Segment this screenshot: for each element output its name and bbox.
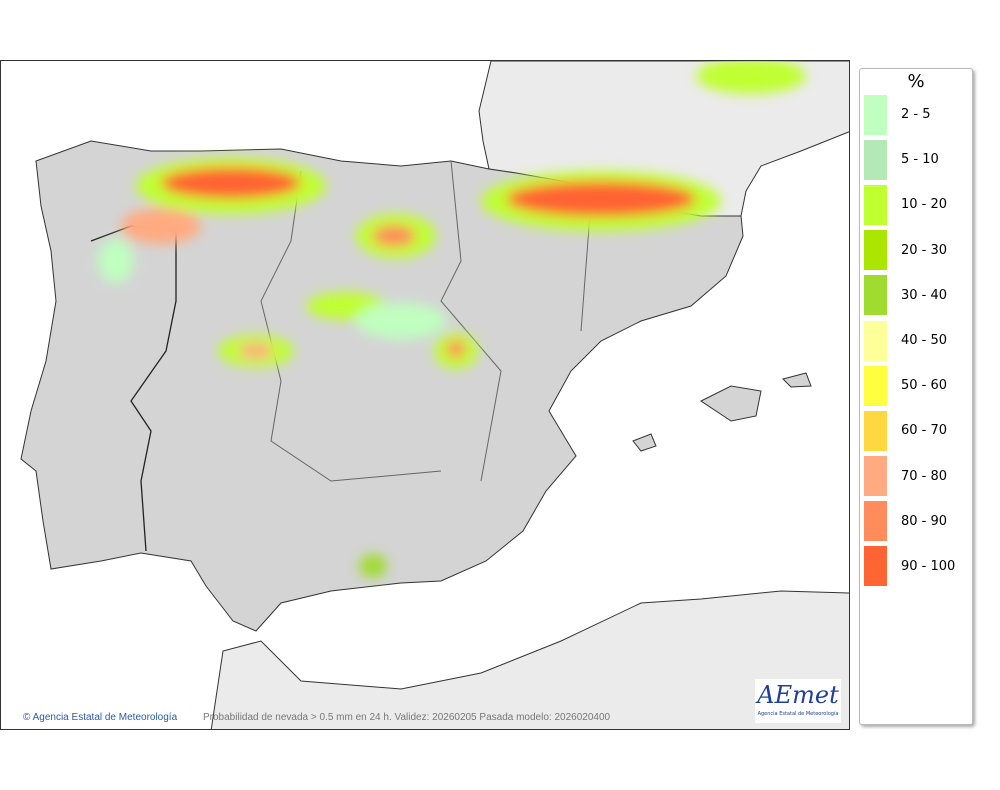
legend-item: 2 - 5 [860, 92, 972, 137]
legend-swatch [864, 501, 887, 542]
snow-probability-map[interactable]: © Agencia Estatal de Meteorología Probab… [0, 60, 850, 730]
legend-label: 80 - 90 [901, 513, 948, 529]
legend-item: 70 - 80 [860, 454, 972, 499]
legend-items: 2 - 5 5 - 10 10 - 20 20 - 30 30 - 40 40 - 50 5… [860, 92, 972, 589]
legend-label: 60 - 70 [901, 423, 948, 439]
legend-swatch [864, 139, 887, 180]
legend-item: 80 - 90 [860, 499, 972, 544]
legend-label: 90 - 100 [901, 558, 956, 574]
legend: % 2 - 5 5 - 10 10 - 20 20 - 30 30 - 40 40 - 5… [859, 68, 973, 725]
legend-item: 60 - 70 [860, 408, 972, 453]
menorca [782, 372, 812, 388]
legend-label: 10 - 20 [901, 197, 948, 213]
legend-swatch [864, 546, 887, 587]
credit-text: Agencia Estatal de Meteorología [32, 712, 178, 723]
logo-subtext: Agencia Estatal de Meteorología [757, 711, 839, 717]
map-canvas [20, 61, 849, 729]
legend-swatch [864, 410, 887, 451]
legend-label: 70 - 80 [901, 468, 948, 484]
legend-label: 50 - 60 [901, 378, 948, 394]
map-caption: Probabilidad de nevada > 0.5 mm en 24 h.… [203, 712, 611, 723]
africa [210, 590, 849, 729]
snow-probability-areas [98, 61, 806, 578]
legend-swatch [864, 275, 887, 316]
mallorca [700, 385, 762, 422]
legend-label: 2 - 5 [901, 107, 931, 123]
legend-swatch [864, 94, 887, 135]
ibiza [632, 433, 657, 452]
iberian-peninsula [20, 140, 744, 632]
legend-item: 20 - 30 [860, 228, 972, 273]
legend-label: 5 - 10 [901, 152, 939, 168]
logo-mark: AEmet [757, 681, 839, 709]
legend-title: % [907, 71, 925, 92]
aemet-logo: AEmet Agencia Estatal de Meteorología [755, 679, 841, 723]
legend-swatch [864, 320, 887, 361]
legend-label: 30 - 40 [901, 287, 948, 303]
legend-label: 40 - 50 [901, 333, 948, 349]
legend-swatch [864, 456, 887, 497]
legend-item: 5 - 10 [860, 137, 972, 182]
copyright-icon: © [23, 712, 31, 723]
legend-label: 20 - 30 [901, 242, 948, 258]
agency-credit[interactable]: © Agencia Estatal de Meteorología [23, 712, 177, 723]
legend-swatch [864, 184, 887, 225]
legend-item: 90 - 100 [860, 544, 972, 589]
legend-swatch [864, 365, 887, 406]
legend-swatch [864, 230, 887, 271]
legend-item: 40 - 50 [860, 318, 972, 363]
legend-item: 50 - 60 [860, 363, 972, 408]
legend-item: 30 - 40 [860, 273, 972, 318]
legend-item: 10 - 20 [860, 182, 972, 227]
